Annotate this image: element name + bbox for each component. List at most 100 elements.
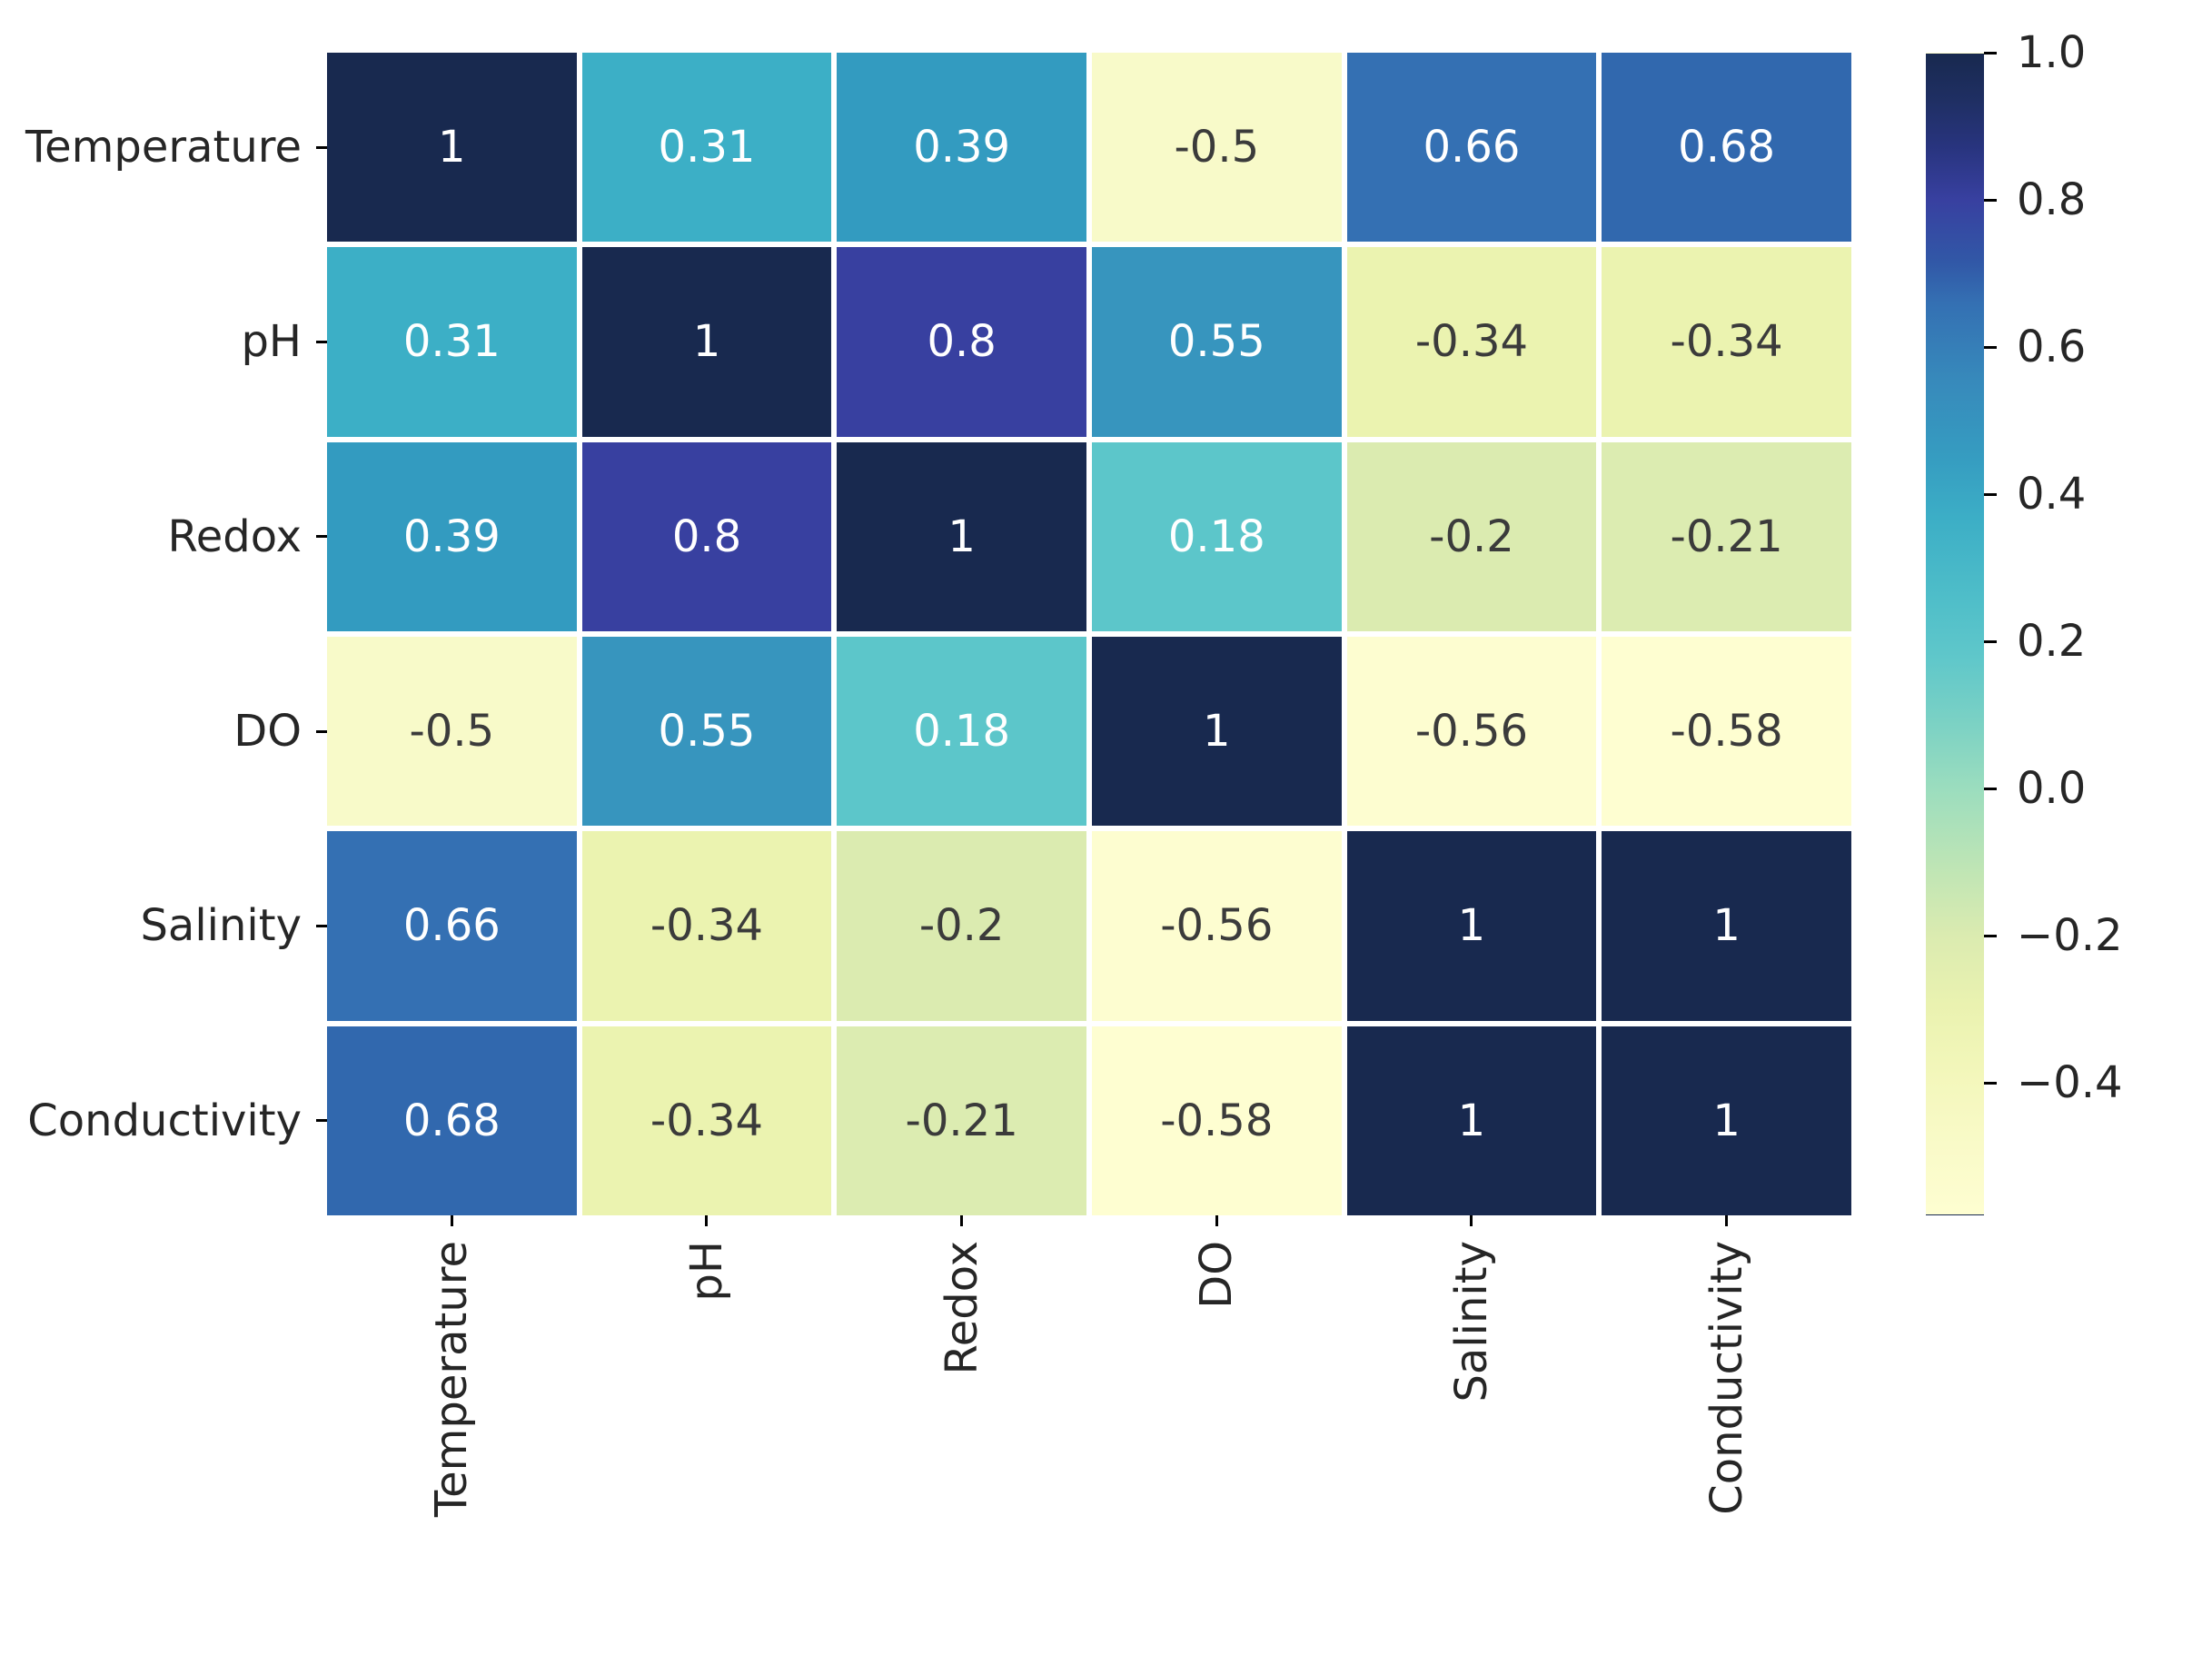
heatmap-cell-value: -0.5	[1174, 122, 1259, 173]
y-axis-label: Conductivity	[0, 1026, 327, 1215]
heatmap-cell: 0.55	[582, 637, 832, 826]
y-axis-label: Temperature	[0, 53, 327, 242]
heatmap-cell: 0.8	[582, 442, 832, 631]
heatmap-cell-value: 0.55	[659, 706, 756, 757]
heatmap-cell: -0.58	[1092, 1026, 1342, 1215]
heatmap-cell-value: 1	[1458, 1095, 1486, 1146]
colorbar-tick-mark	[1984, 788, 1997, 790]
x-axis-label-text: pH	[681, 1241, 732, 1302]
heatmap-cell: 0.31	[582, 53, 832, 242]
x-axis-tick	[960, 1215, 963, 1226]
heatmap-cell-value: 0.66	[1423, 122, 1521, 173]
y-axis-tick	[316, 341, 327, 343]
heatmap-cell-value: 0.18	[913, 706, 1010, 757]
colorbar-tick-label: 1.0	[2017, 27, 2086, 78]
heatmap-cell: 0.68	[327, 1026, 577, 1215]
heatmap-cell: 0.39	[327, 442, 577, 631]
colorbar-tick-label: 0.4	[2017, 469, 2086, 520]
heatmap-cell-value: 0.31	[403, 316, 501, 367]
x-axis-label: pH	[582, 1215, 832, 1302]
x-axis-tick	[451, 1215, 453, 1226]
heatmap-cell: -0.2	[837, 831, 1086, 1020]
x-axis-label: Temperature	[327, 1215, 577, 1517]
y-axis-label: DO	[0, 637, 327, 826]
heatmap-cell: 0.55	[1092, 247, 1342, 436]
heatmap-cell: -0.21	[837, 1026, 1086, 1215]
heatmap-cell-value: 0.68	[1678, 122, 1775, 173]
heatmap-cell-value: -0.5	[410, 706, 495, 757]
heatmap-cell-value: -0.58	[1160, 1095, 1273, 1146]
colorbar-tick: 0.8	[1984, 169, 2086, 230]
heatmap-cell-value: -0.34	[1671, 316, 1783, 367]
heatmap-cell-value: 0.68	[403, 1095, 501, 1146]
heatmap-cell: 0.39	[837, 53, 1086, 242]
heatmap-cell: -0.58	[1602, 637, 1851, 826]
colorbar-tick: 0.0	[1984, 758, 2086, 819]
y-axis-label-text: Redox	[168, 511, 303, 562]
heatmap-cell-value: -0.34	[650, 1095, 763, 1146]
heatmap-cell-value: -0.56	[1160, 900, 1273, 951]
x-axis-tick	[1470, 1215, 1473, 1226]
heatmap-cell-value: 1	[438, 122, 466, 173]
x-axis-label: Salinity	[1347, 1215, 1597, 1402]
x-axis-tick	[1725, 1215, 1728, 1226]
correlation-heatmap-figure: TemperaturepHRedoxDOSalinityConductivity…	[0, 0, 2212, 1655]
colorbar-tick-label: 0.6	[2017, 322, 2086, 372]
heatmap-cell-value: 1	[947, 511, 976, 562]
heatmap-cell: 0.18	[837, 637, 1086, 826]
heatmap-cell-value: 1	[1712, 1095, 1741, 1146]
colorbar-tick-mark	[1984, 493, 1997, 496]
colorbar-tick-mark	[1984, 346, 1997, 349]
heatmap-cell-value: -0.58	[1671, 706, 1783, 757]
heatmap-cell-value: -0.34	[650, 900, 763, 951]
colorbar-ticks: 1.00.80.60.40.20.0−0.2−0.4	[1984, 53, 2212, 1215]
heatmap-cell: -0.5	[1092, 53, 1342, 242]
y-axis-label: Redox	[0, 442, 327, 631]
heatmap-cell: 1	[327, 53, 577, 242]
y-axis-label-text: Conductivity	[27, 1095, 302, 1146]
colorbar-tick: −0.4	[1984, 1053, 2123, 1114]
heatmap-cell: 0.68	[1602, 53, 1851, 242]
colorbar-tick-mark	[1984, 52, 1997, 55]
colorbar-tick-label: −0.4	[2017, 1057, 2123, 1108]
colorbar-tick-mark	[1984, 640, 1997, 643]
heatmap-cell: 0.66	[1347, 53, 1597, 242]
colorbar-tick: −0.2	[1984, 906, 2123, 966]
x-axis-label: DO	[1092, 1215, 1342, 1309]
x-axis-tick	[1215, 1215, 1218, 1226]
colorbar-tick-label: 0.2	[2017, 616, 2086, 667]
heatmap-cell-value: 0.18	[1168, 511, 1265, 562]
colorbar-tick-mark	[1984, 1082, 1997, 1085]
y-axis-label: Salinity	[0, 831, 327, 1020]
x-axis-label-text: Redox	[937, 1241, 987, 1375]
heatmap-cell-value: 1	[1458, 900, 1486, 951]
y-axis-tick	[316, 730, 327, 733]
heatmap-cell: -0.21	[1602, 442, 1851, 631]
heatmap-cell: 1	[1602, 1026, 1851, 1215]
heatmap-area: 10.310.39-0.50.660.680.3110.80.55-0.34-0…	[327, 53, 1851, 1215]
colorbar: 1.00.80.60.40.20.0−0.2−0.4	[1926, 53, 1984, 1215]
heatmap-cell-value: 0.8	[672, 511, 741, 562]
heatmap-cell: -0.34	[582, 1026, 832, 1215]
x-axis-label: Redox	[837, 1215, 1086, 1375]
heatmap-cell-value: 0.31	[659, 122, 756, 173]
colorbar-tick: 0.6	[1984, 316, 2086, 377]
y-axis-label-text: DO	[233, 706, 302, 757]
x-axis-label: Conductivity	[1602, 1215, 1851, 1515]
heatmap-cell-value: 0.39	[913, 122, 1010, 173]
x-axis-label-text: Conductivity	[1701, 1241, 1752, 1515]
heatmap-cell-value: -0.21	[906, 1095, 1018, 1146]
y-axis-label-text: pH	[241, 316, 302, 367]
heatmap-cell: 0.8	[837, 247, 1086, 436]
y-axis-tick	[316, 535, 327, 538]
colorbar-tick-label: −0.2	[2017, 910, 2123, 961]
heatmap-cell-value: -0.2	[1429, 511, 1514, 562]
colorbar-tick-mark	[1984, 199, 1997, 202]
x-axis-label-text: Temperature	[426, 1241, 477, 1517]
heatmap-cell: -0.2	[1347, 442, 1597, 631]
colorbar-tick: 0.2	[1984, 611, 2086, 672]
heatmap-cell-value: -0.2	[919, 900, 1005, 951]
y-axis-label-text: Temperature	[25, 122, 302, 173]
heatmap-cell-value: 0.55	[1168, 316, 1265, 367]
heatmap-cell: -0.34	[1347, 247, 1597, 436]
